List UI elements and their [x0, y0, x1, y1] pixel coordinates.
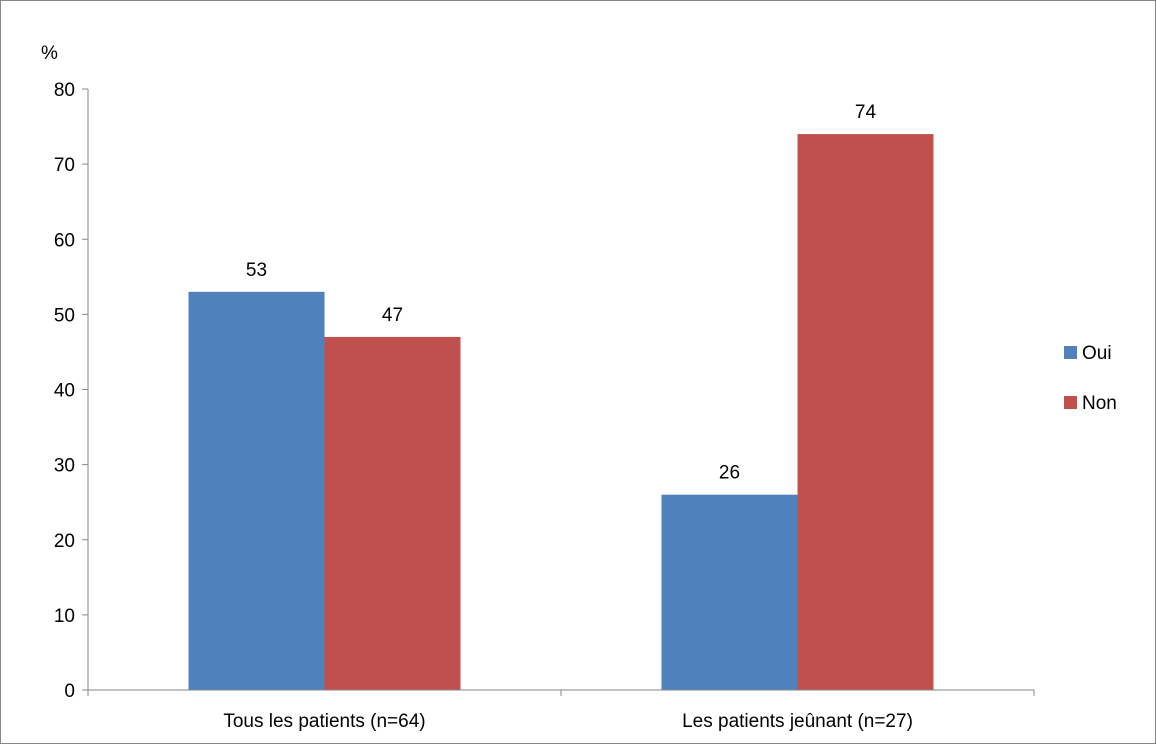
y-axis-ticks: 0 10 20 30 40 50 60 70 80: [54, 80, 88, 702]
legend-label: Non: [1082, 393, 1117, 414]
bar-oui: [188, 291, 325, 690]
y-tick-label: 80: [54, 80, 75, 101]
x-axis-labels: Tous les patients (n=64) Les patients jeû…: [223, 711, 913, 732]
bar-non: [797, 134, 934, 690]
y-tick-label: 60: [54, 230, 75, 251]
category-label: Les patients jeûnant (n=27): [682, 711, 913, 732]
y-tick-label: 50: [54, 305, 75, 326]
bar-oui: [661, 494, 798, 690]
legend: Oui Non: [1064, 343, 1117, 414]
y-tick-label: 30: [54, 456, 75, 477]
y-tick-label: 20: [54, 531, 75, 552]
data-label: 53: [246, 260, 267, 281]
y-tick-label: 70: [54, 155, 75, 176]
category-label: Tous les patients (n=64): [223, 711, 425, 732]
bar-non: [324, 336, 461, 690]
y-axis-unit-label: %: [41, 43, 58, 64]
y-tick-label: 10: [54, 606, 75, 627]
legend-swatch-non: [1064, 396, 1077, 409]
y-tick-label: 0: [64, 681, 75, 702]
legend-label: Oui: [1082, 343, 1112, 364]
data-label: 47: [382, 305, 403, 326]
x-axis-ticks: [87, 690, 1035, 696]
bars: [188, 134, 934, 690]
data-label: 26: [719, 463, 740, 484]
legend-swatch-oui: [1064, 346, 1077, 359]
data-labels: 53 47 26 74: [246, 102, 877, 484]
y-tick-label: 40: [54, 381, 75, 402]
data-label: 74: [855, 102, 877, 123]
